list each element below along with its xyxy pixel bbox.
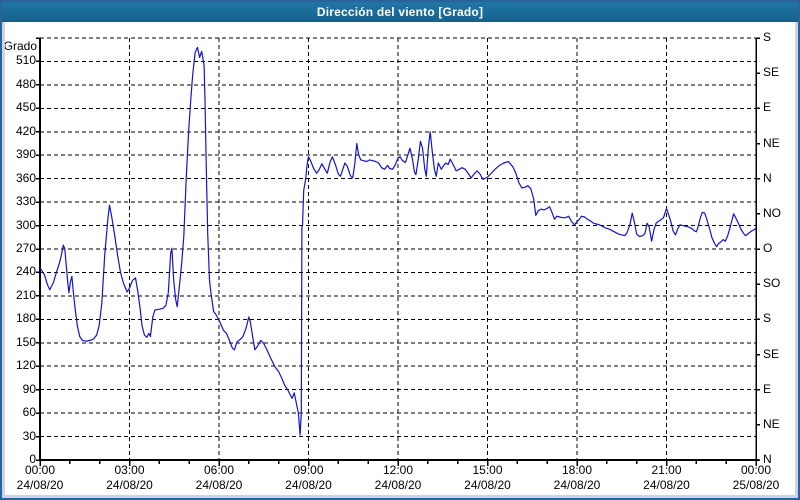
wind-direction-line [39, 46, 757, 436]
compass-tick-label: NE [763, 416, 780, 431]
compass-tick-label: E [763, 100, 772, 115]
x-tick-date: 24/08/20 [195, 478, 243, 492]
compass-tick-label: S [763, 311, 772, 326]
x-tick-time: 15:00 [472, 463, 503, 477]
x-tick-time: 00:00 [24, 463, 56, 477]
x-tick-date: 24/08/20 [374, 478, 422, 492]
compass-tick-label: NO [763, 205, 781, 220]
x-tick-time: 06:00 [203, 463, 235, 477]
compass-tick-label: E [763, 381, 772, 396]
y-tick-label: 480 [15, 76, 36, 91]
compass-tick-label: NE [763, 135, 780, 150]
y-tick-label: 390 [15, 147, 36, 162]
y-tick-label: 90 [22, 381, 36, 396]
y-tick-label: 210 [15, 287, 36, 302]
compass-tick-label: O [763, 241, 773, 255]
window-inner-frame-bottom [2, 495, 798, 498]
y-tick-label: 450 [15, 100, 36, 115]
x-tick-time: 21:00 [651, 463, 682, 477]
y-tick-label: 0 [29, 452, 36, 466]
x-tick-time: 12:00 [382, 463, 414, 477]
y-tick-label: 510 [15, 53, 36, 68]
x-tick-time: 03:00 [114, 463, 145, 477]
x-tick-date: 24/08/20 [464, 478, 511, 492]
y-axis-unit-label: Grado [3, 39, 37, 53]
y-tick-label: 150 [15, 334, 36, 349]
x-tick-date: 24/08/20 [643, 478, 690, 492]
y-tick-label: 330 [15, 194, 36, 209]
x-tick-date: 24/08/20 [16, 478, 64, 492]
compass-tick-label: S [763, 30, 772, 44]
y-tick-label: 60 [22, 405, 36, 420]
y-tick-label: 30 [22, 428, 36, 443]
title-bar: Dirección del viento [Grado] [2, 2, 798, 22]
x-tick-date: 24/08/20 [285, 478, 332, 492]
y-tick-label: 360 [15, 170, 36, 185]
y-tick-label: 270 [15, 241, 36, 255]
y-tick-label: 420 [15, 123, 36, 138]
window-inner-frame-right [795, 22, 798, 498]
y-tick-label: 180 [15, 311, 36, 326]
x-tick-date: 24/08/20 [106, 478, 153, 492]
x-tick-time: 09:00 [293, 463, 324, 477]
compass-tick-label: SE [763, 65, 780, 80]
y-tick-label: 240 [15, 264, 36, 279]
x-tick-date: 25/08/20 [732, 478, 780, 492]
window-inner-frame-left [2, 22, 5, 498]
compass-tick-label: SE [763, 346, 780, 361]
chart-title: Dirección del viento [Grado] [316, 5, 484, 19]
compass-tick-label: SO [763, 276, 781, 291]
x-tick-time: 18:00 [561, 463, 593, 477]
compass-tick-label: N [763, 452, 772, 466]
y-tick-label: 300 [15, 217, 36, 232]
compass-tick-label: N [763, 170, 772, 185]
y-tick-label: 120 [15, 358, 36, 373]
x-tick-time: 00:00 [740, 463, 772, 477]
x-tick-date: 24/08/20 [553, 478, 601, 492]
